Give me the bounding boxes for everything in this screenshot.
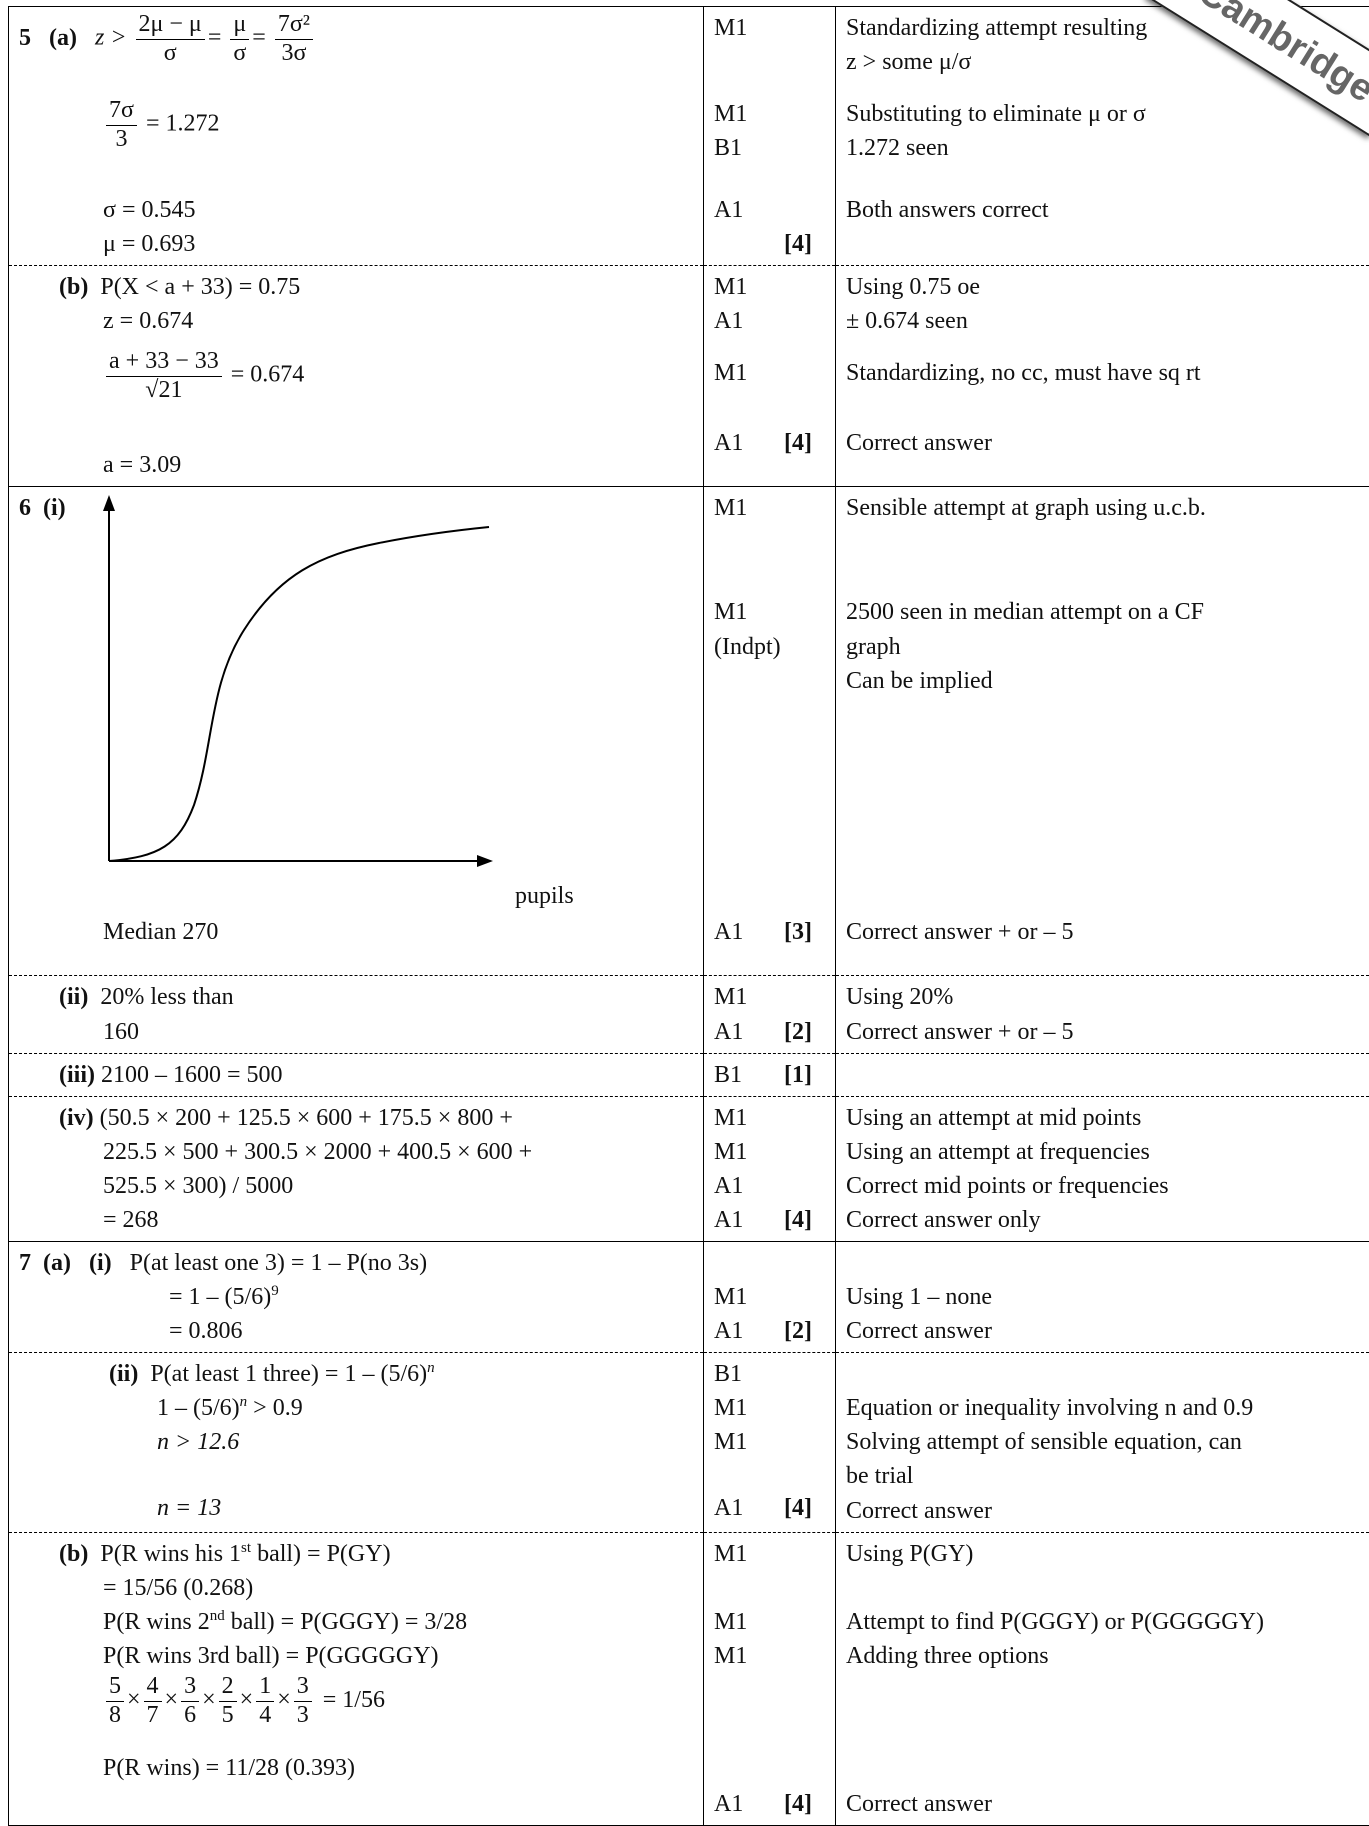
total-marks: [3] [784,915,812,949]
row-6iii: (iii) 2100 – 1600 = 500 B1[1] [9,1053,1369,1096]
fraction-result: = 1/56 [323,1687,385,1713]
mark: B1 [714,131,825,193]
row-6iv: (iv) (50.5 × 200 + 125.5 × 600 + 175.5 ×… [9,1096,1369,1241]
times-sign: × [277,1687,291,1713]
row-7aii: (ii) P(at least 1 three) = 1 – (5/6)n 1 … [9,1353,1369,1532]
mark: M1 [714,97,825,131]
answer-cell: (b) P(X < a + 33) = 0.75 z = 0.674 a + 3… [9,266,704,487]
cf-curve [109,527,489,861]
mark: A1 [714,193,825,227]
total-marks: [4] [784,426,812,460]
question-number: 5 [19,21,31,55]
mark: M1 [714,15,747,41]
comments-cell: Using 0.75 oe ± 0.674 seen Standardizing… [836,266,1369,487]
marks-cell: M1 M1 B1 A1 [4] [704,7,836,266]
row-7ai: 7 (a) (i) P(at least one 3) = 1 – P(no 3… [9,1242,1369,1353]
marks-cell: M1 A1 M1 A1[4] [704,266,836,487]
marks-cell: M1 M1 (Indpt) A1[3] [704,487,836,932]
z-lhs: z > [95,25,127,51]
times-sign: × [202,1687,216,1713]
row-5b: (b) P(X < a + 33) = 0.75 z = 0.674 a + 3… [9,266,1369,487]
answer-cell: 6 (i) pupils Median 270 [9,487,704,932]
times-sign: × [165,1687,179,1713]
part-label: (a) [49,21,77,55]
comments-cell: Sensible attempt at graph using u.c.b. 2… [836,487,1369,932]
cumulative-frequency-sketch [79,495,599,875]
median-answer: Median 270 [19,915,218,949]
row-7b: (b) P(R wins his 1st ball) = P(GY) = 15/… [9,1532,1369,1825]
times-sign: × [240,1687,254,1713]
x-axis-label: pupils [515,879,574,913]
equation-value: = 1.272 [146,111,220,137]
mu-answer: μ = 0.693 [19,227,693,261]
sigma-answer: σ = 0.545 [19,193,693,227]
y-axis-arrow [103,495,115,511]
times-sign: × [127,1687,141,1713]
fraction: a + 33 − 33√21 [106,348,222,404]
row-6ii: (ii) 20% less than 160 M1 A1[2] Using 20… [9,976,1369,1053]
row-6i: 6 (i) pupils Median 270 M1 M1 (Indpt) A1… [9,487,1369,932]
x-axis-arrow [477,855,493,867]
total-marks: [4] [784,227,812,261]
